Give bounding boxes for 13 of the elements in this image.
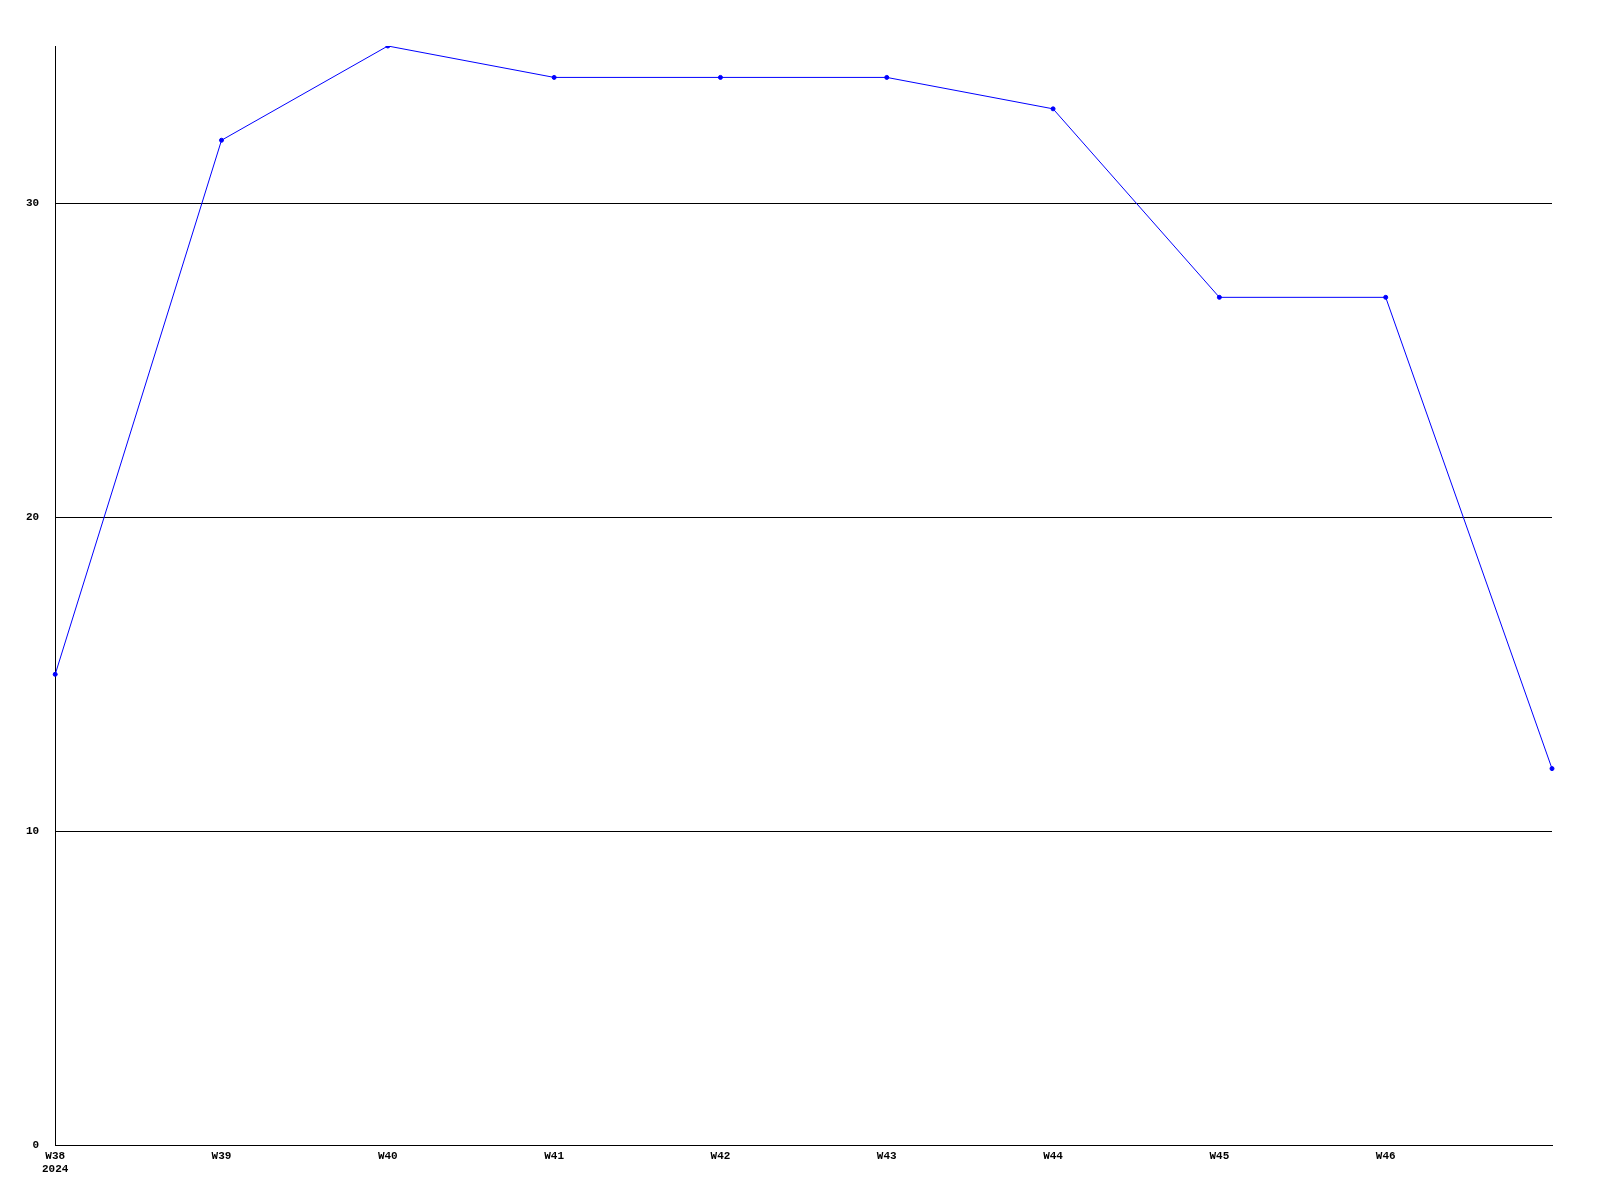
y-tick-label: 20: [26, 511, 40, 524]
x-tick-label: W41: [544, 1149, 565, 1162]
x-tick-label: W38 2024: [42, 1149, 69, 1176]
x-tick-label: W46: [1375, 1149, 1396, 1162]
x-tick-label: W42: [710, 1149, 731, 1162]
y-tick-label: 30: [26, 196, 40, 209]
y-tick-label: 0: [32, 1139, 40, 1152]
x-tick-label: W39: [211, 1149, 232, 1162]
x-tick-label: W45: [1209, 1149, 1230, 1162]
y-tick-label: 10: [26, 825, 40, 838]
x-tick-label: W43: [876, 1149, 898, 1162]
x-tick-label: W44: [1043, 1149, 1064, 1162]
x-tick-label: W40: [377, 1149, 398, 1162]
